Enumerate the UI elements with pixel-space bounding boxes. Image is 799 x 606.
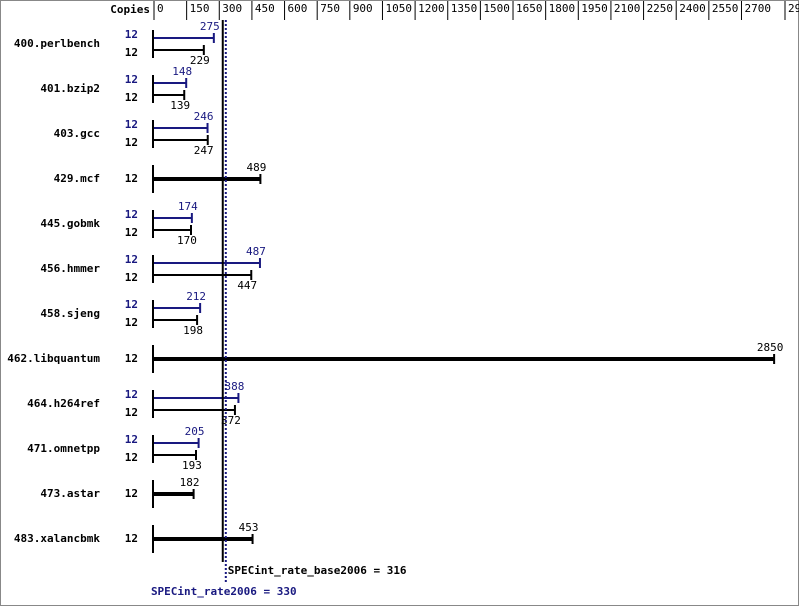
value-label: 205 <box>185 425 205 438</box>
value-label: 148 <box>172 65 192 78</box>
value-label: 170 <box>177 234 197 247</box>
x-tick-label: 2250 <box>647 2 674 15</box>
x-tick-label: 1350 <box>451 2 478 15</box>
x-tick-label: 2400 <box>679 2 706 15</box>
copies-label: 12 <box>125 73 138 86</box>
copies-label: 12 <box>125 172 138 185</box>
value-label: 198 <box>183 324 203 337</box>
category-label: 458.sjeng <box>40 307 100 320</box>
x-tick-label: 2900 <box>788 2 799 15</box>
copies-label: 12 <box>125 271 138 284</box>
value-label: 246 <box>194 110 214 123</box>
x-tick-label: 2550 <box>712 2 739 15</box>
copies-label: 12 <box>125 532 138 545</box>
value-label: 139 <box>170 99 190 112</box>
category-label: 445.gobmk <box>40 217 100 230</box>
copies-label: 12 <box>125 406 138 419</box>
x-tick-label: 1050 <box>385 2 412 15</box>
category-label: 464.h264ref <box>27 397 100 410</box>
value-label: 453 <box>239 521 259 534</box>
category-label: 471.omnetpp <box>27 442 100 455</box>
category-label: 401.bzip2 <box>40 82 100 95</box>
category-label: 473.astar <box>40 487 100 500</box>
copies-label: 12 <box>125 487 138 500</box>
value-label: 487 <box>246 245 266 258</box>
copies-label: 12 <box>125 226 138 239</box>
x-tick-label: 1200 <box>418 2 445 15</box>
copies-label: 12 <box>125 451 138 464</box>
copies-label: 12 <box>125 298 138 311</box>
x-tick-label: 1650 <box>516 2 543 15</box>
value-label: 489 <box>246 161 266 174</box>
value-label: 275 <box>200 20 220 33</box>
value-label: 372 <box>221 414 241 427</box>
copies-label: 12 <box>125 118 138 131</box>
value-label: 193 <box>182 459 202 472</box>
category-label: 429.mcf <box>54 172 100 185</box>
copies-label: 12 <box>125 136 138 149</box>
copies-label: 12 <box>125 46 138 59</box>
x-tick-label: 600 <box>288 2 308 15</box>
x-tick-label: 300 <box>222 2 242 15</box>
copies-label: 12 <box>125 253 138 266</box>
base-metric-label: SPECint_rate_base2006 = 316 <box>228 564 407 577</box>
value-label: 212 <box>186 290 206 303</box>
value-label: 447 <box>237 279 257 292</box>
copies-label: 12 <box>125 208 138 221</box>
category-label: 456.hmmer <box>40 262 100 275</box>
category-label: 403.gcc <box>54 127 100 140</box>
x-tick-label: 900 <box>353 2 373 15</box>
x-tick-label: 750 <box>320 2 340 15</box>
value-label: 2850 <box>757 341 784 354</box>
copies-label: 12 <box>125 388 138 401</box>
category-label: 462.libquantum <box>7 352 100 365</box>
x-tick-label: 1500 <box>483 2 510 15</box>
x-tick-label: 450 <box>255 2 275 15</box>
copies-label: 12 <box>125 28 138 41</box>
copies-label: 12 <box>125 433 138 446</box>
copies-label: 12 <box>125 316 138 329</box>
category-label: 483.xalancbmk <box>14 532 100 545</box>
peak-metric-label: SPECint_rate2006 = 330 <box>151 585 297 598</box>
copies-label: 12 <box>125 91 138 104</box>
copies-label: 12 <box>125 352 138 365</box>
value-label: 247 <box>194 144 214 157</box>
category-label: 400.perlbench <box>14 37 100 50</box>
value-label: 182 <box>180 476 200 489</box>
copies-header: Copies <box>110 3 150 16</box>
value-label: 388 <box>224 380 244 393</box>
x-tick-label: 2100 <box>614 2 641 15</box>
x-tick-label: 150 <box>190 2 210 15</box>
x-tick-label: 1800 <box>549 2 576 15</box>
value-label: 229 <box>190 54 210 67</box>
value-label: 174 <box>178 200 198 213</box>
x-tick-label: 2700 <box>744 2 771 15</box>
x-tick-label: 0 <box>157 2 164 15</box>
x-tick-label: 1950 <box>581 2 608 15</box>
